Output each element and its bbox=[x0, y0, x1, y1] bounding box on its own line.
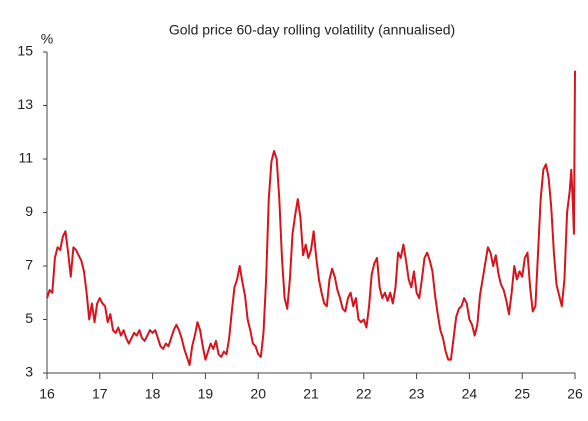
y-tick-label: 7 bbox=[25, 257, 33, 273]
x-tick-label: 22 bbox=[356, 386, 372, 402]
x-tick-label: 23 bbox=[409, 386, 425, 402]
x-tick-label: 17 bbox=[92, 386, 108, 402]
x-tick-label: 16 bbox=[39, 386, 55, 402]
y-tick-label: 3 bbox=[25, 364, 33, 380]
x-tick-label: 26 bbox=[567, 386, 583, 402]
x-tick-label: 18 bbox=[145, 386, 161, 402]
y-tick-label: 9 bbox=[25, 203, 33, 219]
x-tick-label: 24 bbox=[462, 386, 478, 402]
x-tick-label: 21 bbox=[303, 386, 319, 402]
y-tick-label: 5 bbox=[25, 310, 33, 326]
y-axis-label: % bbox=[41, 31, 53, 47]
y-tick-label: 15 bbox=[17, 43, 33, 59]
chart-title: Gold price 60-day rolling volatility (an… bbox=[169, 22, 455, 38]
line-series bbox=[46, 70, 576, 366]
x-tick-label: 25 bbox=[514, 386, 530, 402]
y-tick-label: 11 bbox=[18, 150, 33, 166]
y-tick-label: 13 bbox=[17, 96, 33, 112]
x-tick-label: 19 bbox=[198, 386, 214, 402]
x-tick-label: 20 bbox=[250, 386, 266, 402]
